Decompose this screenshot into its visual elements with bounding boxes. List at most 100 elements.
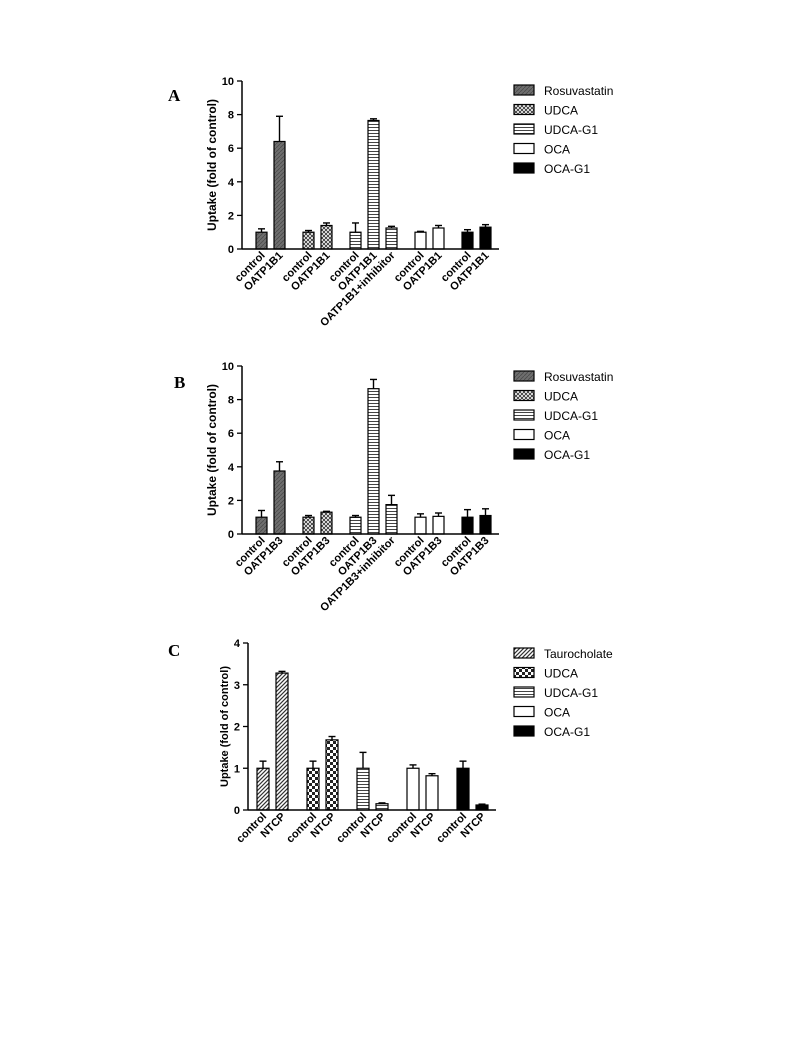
legend-label: UDCA <box>544 390 578 404</box>
bar <box>385 504 398 535</box>
y-tick-label: 3 <box>234 680 240 692</box>
bar <box>367 119 380 250</box>
bar <box>461 516 474 535</box>
y-tick-label: 8 <box>228 110 234 122</box>
legend-label: OCA <box>544 143 570 157</box>
y-tick-label: 2 <box>228 495 234 507</box>
legend-label: OCA <box>544 429 570 443</box>
bar <box>256 767 270 811</box>
bar <box>255 231 268 250</box>
bar <box>432 227 445 250</box>
bar <box>479 226 492 250</box>
legend-swatch <box>513 647 535 659</box>
legend-label: UDCA <box>544 667 578 681</box>
bar <box>385 227 398 250</box>
legend: Rosuvastatin UDCA UDCA-G1 OCA OCA-G1 <box>513 84 613 176</box>
bar <box>456 767 470 811</box>
panel-letter: A <box>168 86 181 105</box>
bar <box>255 516 268 535</box>
y-axis-label: Uptake (fold of control) <box>205 99 219 231</box>
y-tick-label: 2 <box>228 210 234 222</box>
legend-swatch <box>513 428 535 441</box>
legend-swatch <box>513 84 535 96</box>
bar <box>349 516 362 535</box>
bar <box>356 767 370 811</box>
legend-swatch <box>513 162 535 174</box>
legend-label: OCA <box>544 706 570 720</box>
legend-label: UDCA-G1 <box>544 409 598 423</box>
y-tick-label: 10 <box>222 76 234 88</box>
legend: Rosuvastatin UDCA UDCA-G1 OCA OCA-G1 <box>513 370 613 462</box>
bar <box>320 511 333 535</box>
legend-swatch <box>513 448 535 460</box>
legend-swatch <box>513 666 535 679</box>
bar <box>475 804 489 811</box>
panel-letter: B <box>174 373 185 392</box>
legend-label: OCA-G1 <box>544 725 590 739</box>
bar <box>414 231 427 250</box>
bar <box>306 767 320 811</box>
legend-label: OCA-G1 <box>544 162 590 176</box>
legend-label: Taurocholate <box>544 647 613 661</box>
y-tick-label: 4 <box>228 462 235 474</box>
legend-swatch <box>513 705 535 718</box>
bar <box>406 767 420 811</box>
bar <box>325 739 339 811</box>
legend-swatch <box>513 370 535 382</box>
bar <box>302 231 315 250</box>
y-tick-label: 2 <box>234 722 240 734</box>
y-tick-label: 0 <box>228 244 234 256</box>
legend-swatch <box>513 103 535 116</box>
legend-swatch <box>513 725 535 737</box>
y-tick-label: 8 <box>228 395 234 407</box>
bar <box>425 775 439 811</box>
panel-letter: C <box>168 641 180 660</box>
bar <box>375 803 389 811</box>
legend-label: UDCA <box>544 104 578 118</box>
y-tick-label: 6 <box>228 143 234 155</box>
bar <box>432 515 445 535</box>
y-tick-label: 0 <box>234 805 240 817</box>
y-axis-label: Uptake (fold of control) <box>205 384 219 516</box>
legend-swatch <box>513 389 535 402</box>
y-tick-label: 4 <box>234 638 241 650</box>
bar <box>273 140 286 250</box>
bar <box>367 388 380 535</box>
legend-label: OCA-G1 <box>544 448 590 462</box>
y-tick-label: 10 <box>222 361 234 373</box>
bar <box>320 224 333 250</box>
legend-label: UDCA-G1 <box>544 686 598 700</box>
legend: Taurocholate UDCA UDCA-G1 OCA OCA-G1 <box>513 647 613 739</box>
legend-label: Rosuvastatin <box>544 84 613 98</box>
bar <box>302 516 315 535</box>
legend-swatch <box>513 123 535 135</box>
legend-label: UDCA-G1 <box>544 123 598 137</box>
y-tick-label: 6 <box>228 428 234 440</box>
y-axis-label: Uptake (fold of control) <box>219 666 231 787</box>
y-tick-label: 1 <box>234 763 240 775</box>
bar <box>461 231 474 250</box>
y-tick-label: 4 <box>228 177 235 189</box>
legend-swatch <box>513 686 535 698</box>
legend-swatch <box>513 142 535 155</box>
legend-label: Rosuvastatin <box>544 370 613 384</box>
bar <box>414 516 427 535</box>
bar <box>273 470 286 535</box>
